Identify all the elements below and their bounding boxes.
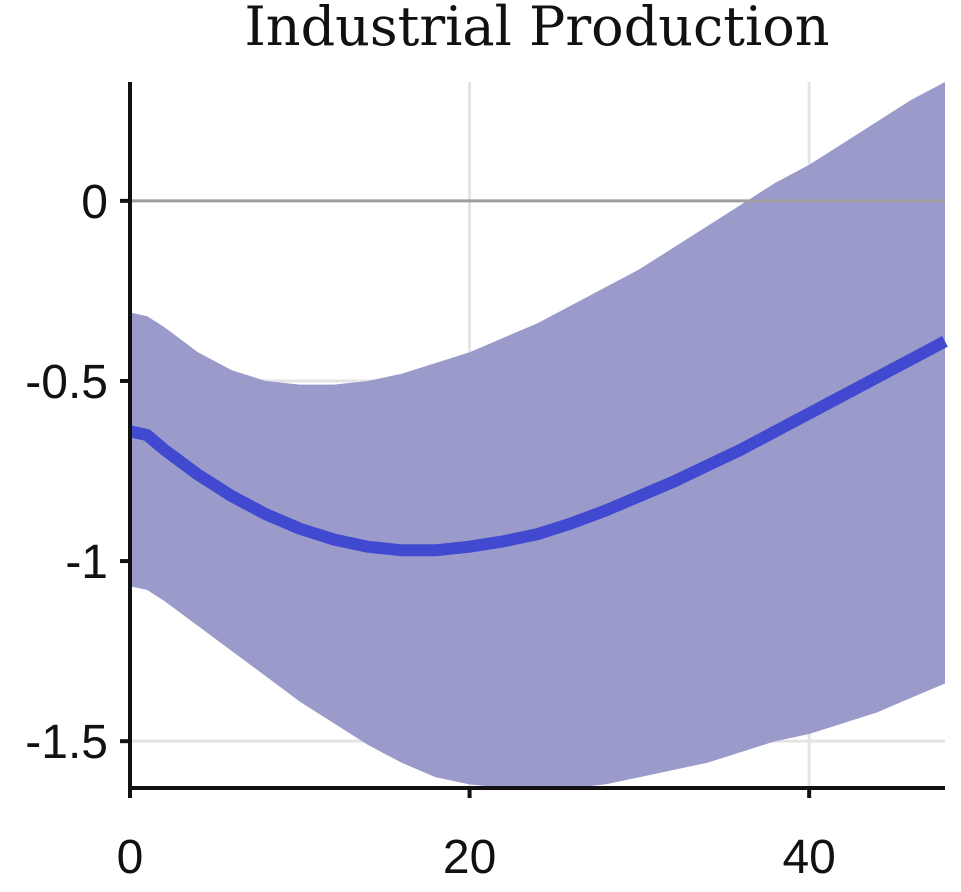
x-tick-label-1: 20: [443, 831, 496, 884]
x-tick-labels: 0 20 40: [117, 831, 836, 884]
chart-title: Industrial Production: [244, 0, 829, 58]
axes: [120, 82, 945, 798]
y-tick-label-1: -0.5: [25, 356, 108, 409]
y-tick-label-0: 0: [81, 176, 108, 229]
confidence-band-layer: [130, 82, 945, 790]
x-tick-label-2: 40: [782, 831, 835, 884]
x-tick-label-0: 0: [117, 831, 144, 884]
series-line-layer: [128, 336, 948, 557]
y-tick-label-3: -1.5: [25, 716, 108, 769]
y-tick-label-2: -1: [65, 536, 108, 589]
series-line: [128, 336, 948, 557]
y-tick-labels: 0 -0.5 -1 -1.5: [25, 176, 108, 769]
confidence-band: [130, 82, 945, 790]
